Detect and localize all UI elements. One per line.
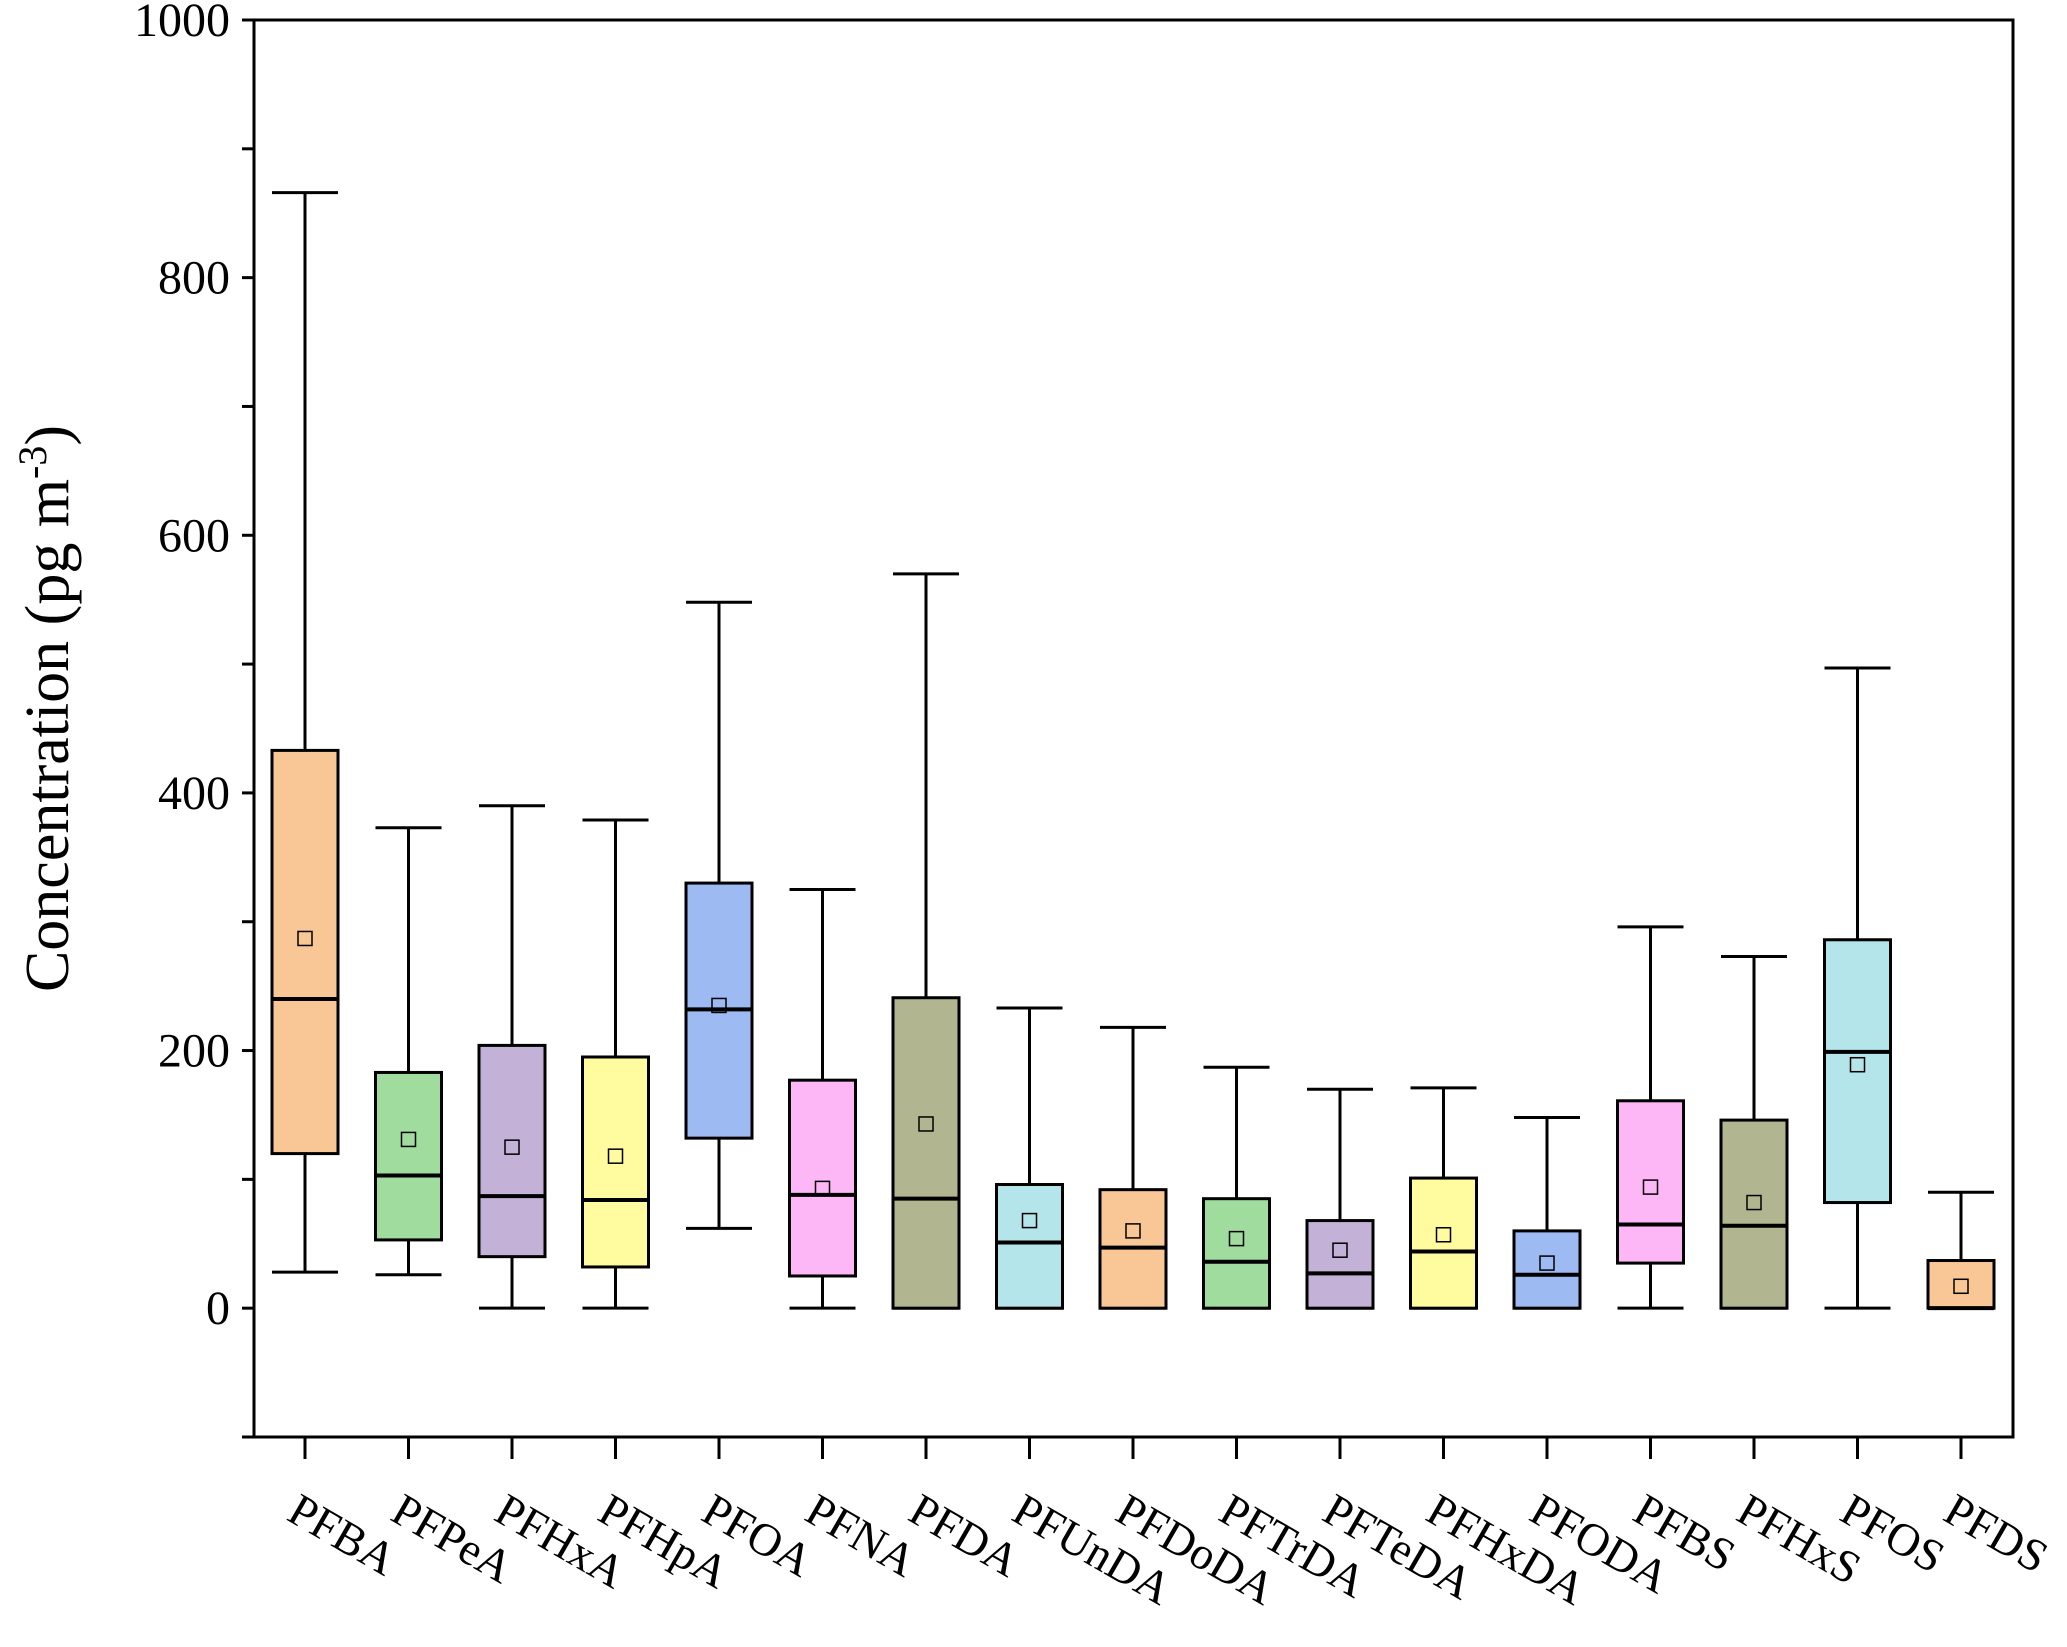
box-iqr	[270, 748, 340, 1156]
box-plot-series	[270, 191, 1996, 1311]
box-iqr	[1719, 1118, 1789, 1310]
box-pfhxs	[1719, 955, 1789, 1310]
box-pfds	[1926, 1190, 1996, 1311]
box-iqr	[788, 1078, 857, 1278]
y-tick-label: 200	[158, 1025, 230, 1078]
box-pfteda	[1305, 1087, 1375, 1310]
mean-marker	[1435, 1227, 1452, 1243]
y-tick-label: 400	[158, 767, 230, 820]
box-iqr	[1202, 1197, 1271, 1310]
mean-marker	[918, 1116, 934, 1132]
y-tick-label: 600	[158, 509, 230, 562]
box-iqr	[1616, 1099, 1685, 1265]
box-pfbs	[1616, 925, 1685, 1310]
box-pfna	[788, 888, 857, 1310]
x-axis: PFBAPFPeAPFHxAPFHpAPFOAPFNAPFDAPFUnDAPFD…	[280, 1437, 2057, 1615]
mean-marker	[1642, 1179, 1659, 1195]
box-pfunda	[995, 1006, 1064, 1310]
box-pfba	[270, 191, 340, 1274]
box-iqr	[995, 1183, 1064, 1310]
y-axis: 0 200 400 600 800 1000	[134, 0, 254, 1439]
box-iqr	[891, 996, 961, 1310]
box-pfpea	[374, 826, 443, 1277]
mean-marker	[1746, 1194, 1762, 1211]
x-tick-label: PFDS	[1936, 1483, 2057, 1582]
box-pfos	[1823, 666, 1892, 1310]
box-pfhxa	[477, 804, 547, 1310]
box-pfda	[891, 572, 961, 1310]
mean-marker	[1332, 1242, 1348, 1258]
box-pfdoda	[1098, 1025, 1168, 1310]
mean-marker	[1953, 1278, 1969, 1295]
mean-marker	[607, 1148, 624, 1164]
box-pfoda	[1512, 1116, 1582, 1310]
box-iqr	[1409, 1176, 1478, 1310]
mean-marker	[1849, 1056, 1866, 1073]
box-pftrda	[1202, 1065, 1271, 1310]
mean-marker	[1125, 1223, 1141, 1239]
mean-marker	[1539, 1255, 1555, 1271]
y-axis-title: Concentration (pg m-3)	[10, 425, 83, 992]
box-iqr	[581, 1055, 650, 1269]
mean-marker	[814, 1180, 831, 1197]
x-tick-label: PFNA	[798, 1483, 925, 1586]
box-iqr	[1926, 1259, 1996, 1310]
y-tick-label: 0	[206, 1282, 230, 1335]
x-tick-label: PFDA	[901, 1483, 1028, 1586]
mean-marker	[297, 930, 313, 947]
mean-marker	[711, 997, 727, 1014]
y-axis-title-text: Concentration (pg m-3)	[10, 425, 83, 992]
plot-frame	[252, 18, 2015, 1439]
x-tick-label: PFPeA	[384, 1483, 522, 1592]
box-pfhxda	[1409, 1086, 1478, 1310]
mean-marker	[1021, 1212, 1038, 1229]
y-tick-label: 1000	[134, 0, 230, 47]
y-tick-label: 800	[158, 252, 230, 305]
mean-marker	[1228, 1230, 1245, 1247]
box-pfhpa	[581, 818, 650, 1310]
box-iqr	[1305, 1219, 1375, 1310]
x-tick-label: PFBA	[280, 1483, 405, 1585]
box-iqr	[477, 1043, 547, 1259]
mean-marker	[400, 1131, 417, 1148]
box-iqr	[374, 1070, 443, 1242]
box-pfoa	[684, 600, 754, 1230]
mean-marker	[504, 1139, 520, 1155]
